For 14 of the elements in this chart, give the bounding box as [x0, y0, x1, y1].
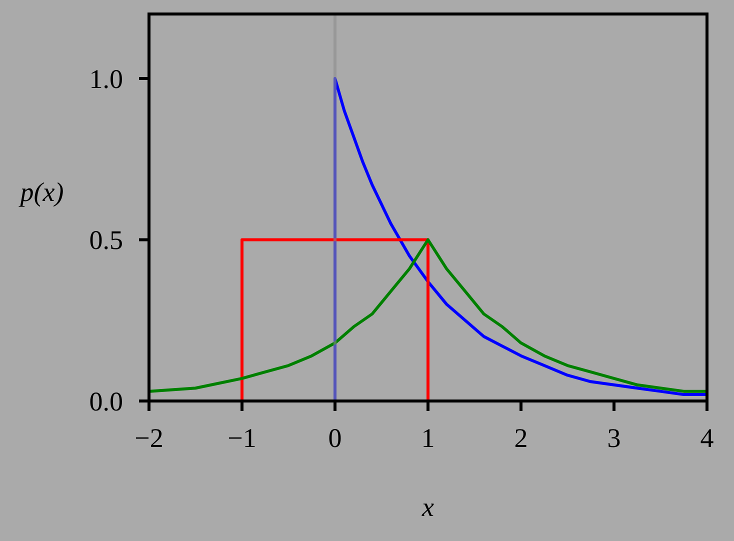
line-series: [334, 77, 708, 402]
x-axis-title: x: [421, 492, 434, 522]
line-series: [148, 238, 708, 393]
x-tick-label: 4: [700, 423, 714, 453]
y-axis-title: p(x): [18, 177, 64, 207]
y-tick-label: 0.5: [89, 225, 123, 256]
y-tick-label: 0.0: [89, 386, 123, 416]
x-tick-label: 2: [514, 423, 528, 453]
y-tick-label: 1.0: [89, 64, 123, 94]
x-tick-label: 3: [607, 423, 621, 453]
x-tick-label: 0: [328, 423, 342, 453]
x-tick-label: −2: [134, 423, 164, 453]
x-tick-label: 1: [421, 423, 435, 453]
x-tick-label: −1: [228, 423, 256, 453]
